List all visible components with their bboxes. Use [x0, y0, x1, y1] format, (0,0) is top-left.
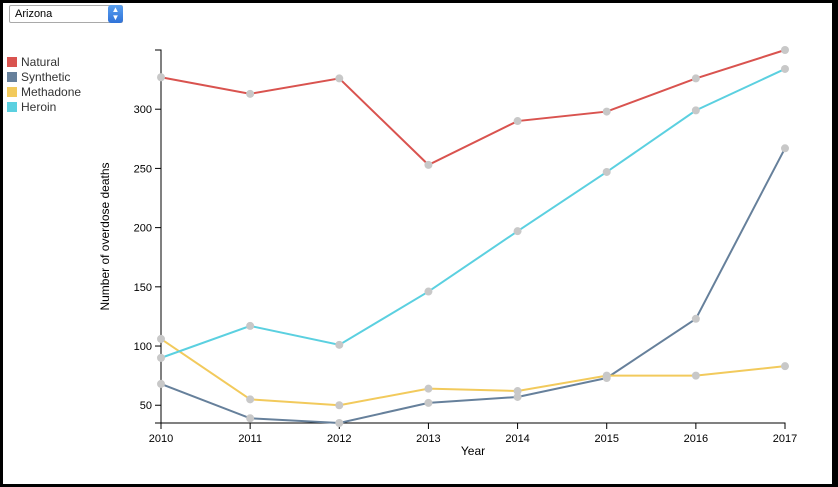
legend-swatch	[7, 87, 17, 97]
data-point-natural	[246, 89, 255, 98]
data-point-synthetic	[691, 314, 700, 323]
data-point-heroin	[424, 287, 433, 296]
data-point-heroin	[246, 321, 255, 330]
x-tick-label: 2013	[416, 433, 440, 445]
y-tick-label: 100	[134, 341, 152, 353]
data-point-synthetic	[424, 398, 433, 407]
line-chart: 50 100 150 200 250 300 2010 2011 2012 2013 2014 201…	[98, 46, 797, 458]
data-point-methadone	[513, 387, 522, 396]
x-tick-label: 2010	[149, 433, 173, 445]
state-select-value: Arizona	[15, 8, 53, 20]
x-tick-label: 2011	[238, 433, 262, 445]
x-tick-label: 2016	[684, 433, 708, 445]
y-tick-label: 150	[134, 282, 152, 294]
chart-canvas: Arizona ▲ ▼ Natural Synthetic Methadone Hero…	[3, 3, 832, 484]
data-point-synthetic	[246, 414, 255, 423]
data-point-synthetic	[513, 392, 522, 401]
y-tick-label: 50	[140, 400, 152, 412]
legend-label: Methadone	[21, 85, 82, 99]
data-point-heroin	[513, 227, 522, 236]
select-arrows-icon[interactable]: ▲ ▼	[108, 5, 123, 23]
y-axis-label: Number of overdose deaths	[98, 162, 112, 310]
data-point-heroin	[691, 106, 700, 115]
y-tick-label: 200	[134, 223, 152, 235]
data-point-natural	[513, 117, 522, 126]
series-line-methadone	[160, 338, 786, 407]
legend-label: Synthetic	[21, 70, 71, 84]
data-point-synthetic	[781, 144, 789, 153]
data-point-methadone	[781, 362, 789, 371]
series-line-synthetic	[160, 147, 786, 425]
data-point-synthetic	[335, 419, 344, 427]
data-point-methadone	[691, 371, 700, 380]
data-point-methadone	[335, 401, 344, 410]
data-point-synthetic	[157, 379, 165, 388]
legend-label: Natural	[21, 55, 60, 69]
data-point-methadone	[602, 371, 611, 380]
legend-label: Heroin	[21, 100, 57, 114]
data-point-methadone	[157, 334, 165, 343]
x-axis-label: Year	[461, 444, 485, 458]
data-point-natural	[424, 160, 433, 169]
y-tick-label: 250	[134, 163, 152, 175]
data-point-natural	[781, 46, 789, 54]
data-point-natural	[335, 74, 344, 83]
x-axis-line	[160, 422, 786, 429]
x-tick-label: 2017	[773, 433, 797, 445]
y-tick-label: 300	[134, 104, 152, 116]
legend-swatch	[7, 57, 17, 67]
data-point-heroin	[781, 64, 789, 73]
legend-swatch	[7, 102, 17, 112]
y-axis-line	[155, 49, 162, 424]
data-point-natural	[691, 74, 700, 83]
data-point-heroin	[157, 353, 165, 362]
state-select[interactable]: Arizona ▲ ▼	[9, 5, 123, 23]
data-point-natural	[602, 107, 611, 116]
series-line-heroin	[160, 68, 786, 359]
x-tick-label: 2012	[327, 433, 351, 445]
legend-swatch	[7, 72, 17, 82]
data-point-heroin	[335, 340, 344, 349]
data-point-heroin	[602, 167, 611, 176]
data-point-methadone	[246, 395, 255, 404]
data-point-methadone	[424, 384, 433, 393]
series-line-natural	[160, 49, 786, 167]
x-tick-label: 2014	[505, 433, 529, 445]
data-point-natural	[157, 73, 165, 82]
x-tick-label: 2015	[594, 433, 618, 445]
